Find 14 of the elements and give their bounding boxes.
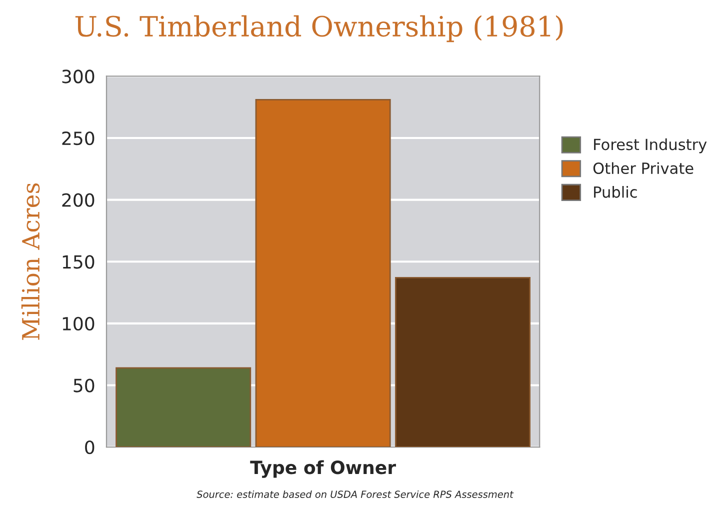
- y-tick-label: 200: [62, 193, 94, 207]
- legend-label: Public: [594, 186, 637, 198]
- y-tick-label: 100: [62, 316, 94, 331]
- x-axis-title: Type of Owner: [250, 460, 396, 478]
- legend-label: Other Private: [593, 162, 694, 174]
- y-tick-label: 50: [74, 378, 94, 392]
- source-note: Source: estimate based on USDA Forest Service RPS Assessment: [196, 490, 514, 498]
- legend-label: Forest Industry: [594, 138, 707, 154]
- chart-title: U.S. Timberland Ownership (1981): [75, 15, 563, 42]
- y-tick-label: 250: [62, 131, 94, 146]
- y-tick-label: 150: [62, 255, 94, 269]
- y-axis-title: Million Acres: [21, 183, 40, 340]
- y-tick-label: 0: [85, 440, 94, 454]
- y-tick-label: 300: [62, 70, 94, 84]
